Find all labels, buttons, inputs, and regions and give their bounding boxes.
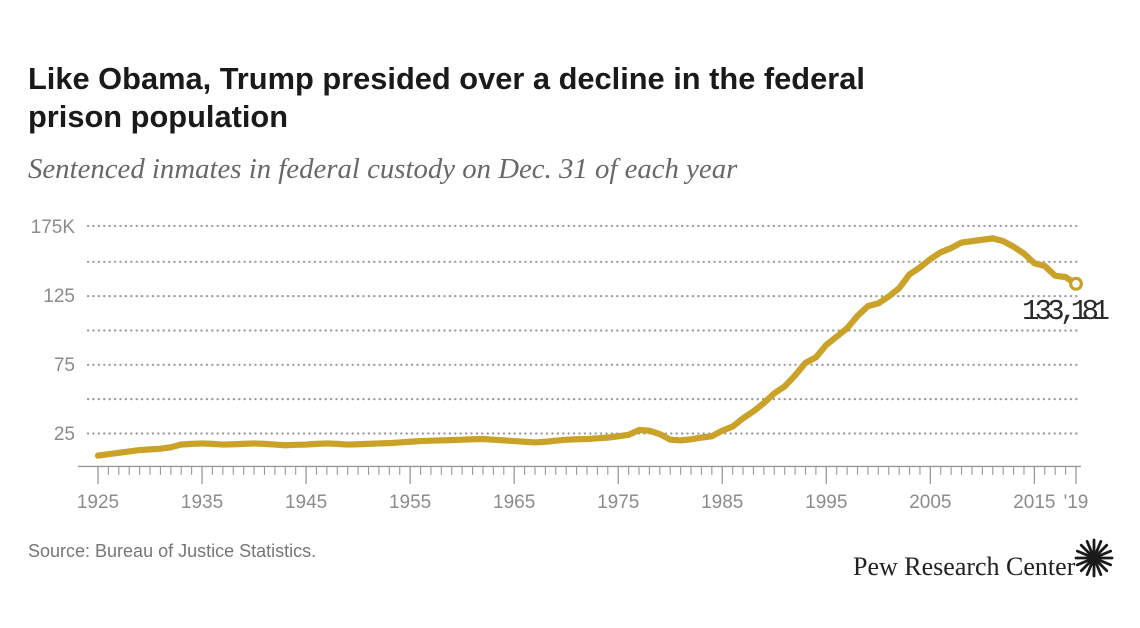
svg-text:'19: '19 <box>1064 492 1089 513</box>
svg-text:125: 125 <box>43 286 75 307</box>
svg-text:1945: 1945 <box>285 492 327 513</box>
svg-text:1955: 1955 <box>389 492 431 513</box>
svg-text:2005: 2005 <box>909 492 951 513</box>
svg-text:133,181: 133,181 <box>1022 295 1109 328</box>
svg-text:25: 25 <box>54 424 75 445</box>
svg-text:1935: 1935 <box>181 492 223 513</box>
svg-text:1985: 1985 <box>701 492 743 513</box>
svg-text:75: 75 <box>54 355 75 376</box>
svg-text:1995: 1995 <box>805 492 847 513</box>
svg-text:1975: 1975 <box>597 492 639 513</box>
svg-text:1965: 1965 <box>493 492 535 513</box>
svg-text:2015: 2015 <box>1013 492 1055 513</box>
svg-text:175K: 175K <box>31 217 76 238</box>
svg-text:1925: 1925 <box>77 492 119 513</box>
